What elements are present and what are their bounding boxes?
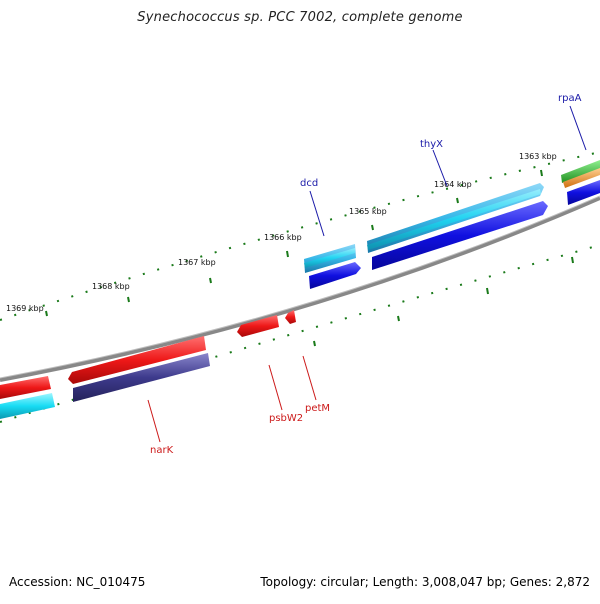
major-ticks xyxy=(45,169,574,347)
gene-label-narK: narK xyxy=(150,445,174,456)
cds-arrow xyxy=(285,310,296,324)
major-tick xyxy=(286,250,289,258)
major-tick xyxy=(371,224,374,231)
cds-arrow xyxy=(68,336,206,384)
cds-arrow xyxy=(367,189,541,250)
tick-label: 1366 kbp xyxy=(264,233,302,242)
tick-label: 1368 kbp xyxy=(92,282,130,291)
major-tick xyxy=(571,256,574,264)
leader-line xyxy=(302,355,317,401)
leader-line xyxy=(309,190,325,237)
cds-arrow xyxy=(372,201,548,270)
gene-label-rpaA: rpaA xyxy=(558,93,582,104)
major-tick xyxy=(540,169,543,177)
major-tick xyxy=(397,315,400,322)
genome-summary-text: Topology: circular; Length: 3,008,047 bp… xyxy=(260,575,590,589)
cds-arrow xyxy=(73,353,210,402)
cds-arrow xyxy=(309,262,361,289)
gene-leaders xyxy=(147,105,587,443)
tick-label: 1364 kbp xyxy=(434,180,472,189)
leader-line xyxy=(268,364,283,411)
cds-arrow xyxy=(237,315,279,337)
leader-line xyxy=(432,149,448,187)
tick-label: 1363 kbp xyxy=(519,152,557,161)
major-tick xyxy=(313,340,316,347)
cds-arrow xyxy=(0,376,51,399)
major-tick xyxy=(486,287,489,295)
map-title: Synechococcus sp. PCC 7002, complete gen… xyxy=(137,10,463,25)
tick-label: 1369 kbp xyxy=(6,304,44,313)
major-tick xyxy=(45,310,48,317)
major-tick xyxy=(456,197,459,204)
tick-label: 1365 kbp xyxy=(349,207,387,216)
cds-arrow xyxy=(567,180,600,205)
gene-label-dcd: dcd xyxy=(300,178,318,189)
accession-text: Accession: NC_010475 xyxy=(9,575,146,589)
leader-line xyxy=(569,105,587,151)
gene-label-petM: petM xyxy=(305,403,330,414)
cds-arrow xyxy=(563,168,600,188)
cds-arrow xyxy=(561,160,600,183)
gene-label-psbW2: psbW2 xyxy=(269,413,303,424)
major-tick xyxy=(209,277,212,284)
gene-label-thyX: thyX xyxy=(420,139,443,150)
leader-line xyxy=(147,399,161,443)
tick-label: 1367 kbp xyxy=(178,258,216,267)
major-tick xyxy=(127,296,130,303)
forward-cds-track xyxy=(304,160,600,289)
genome-backbone xyxy=(0,196,600,382)
cds-arrow xyxy=(0,393,55,419)
reverse-cds-track xyxy=(0,310,296,419)
cds-arrow xyxy=(304,248,355,268)
